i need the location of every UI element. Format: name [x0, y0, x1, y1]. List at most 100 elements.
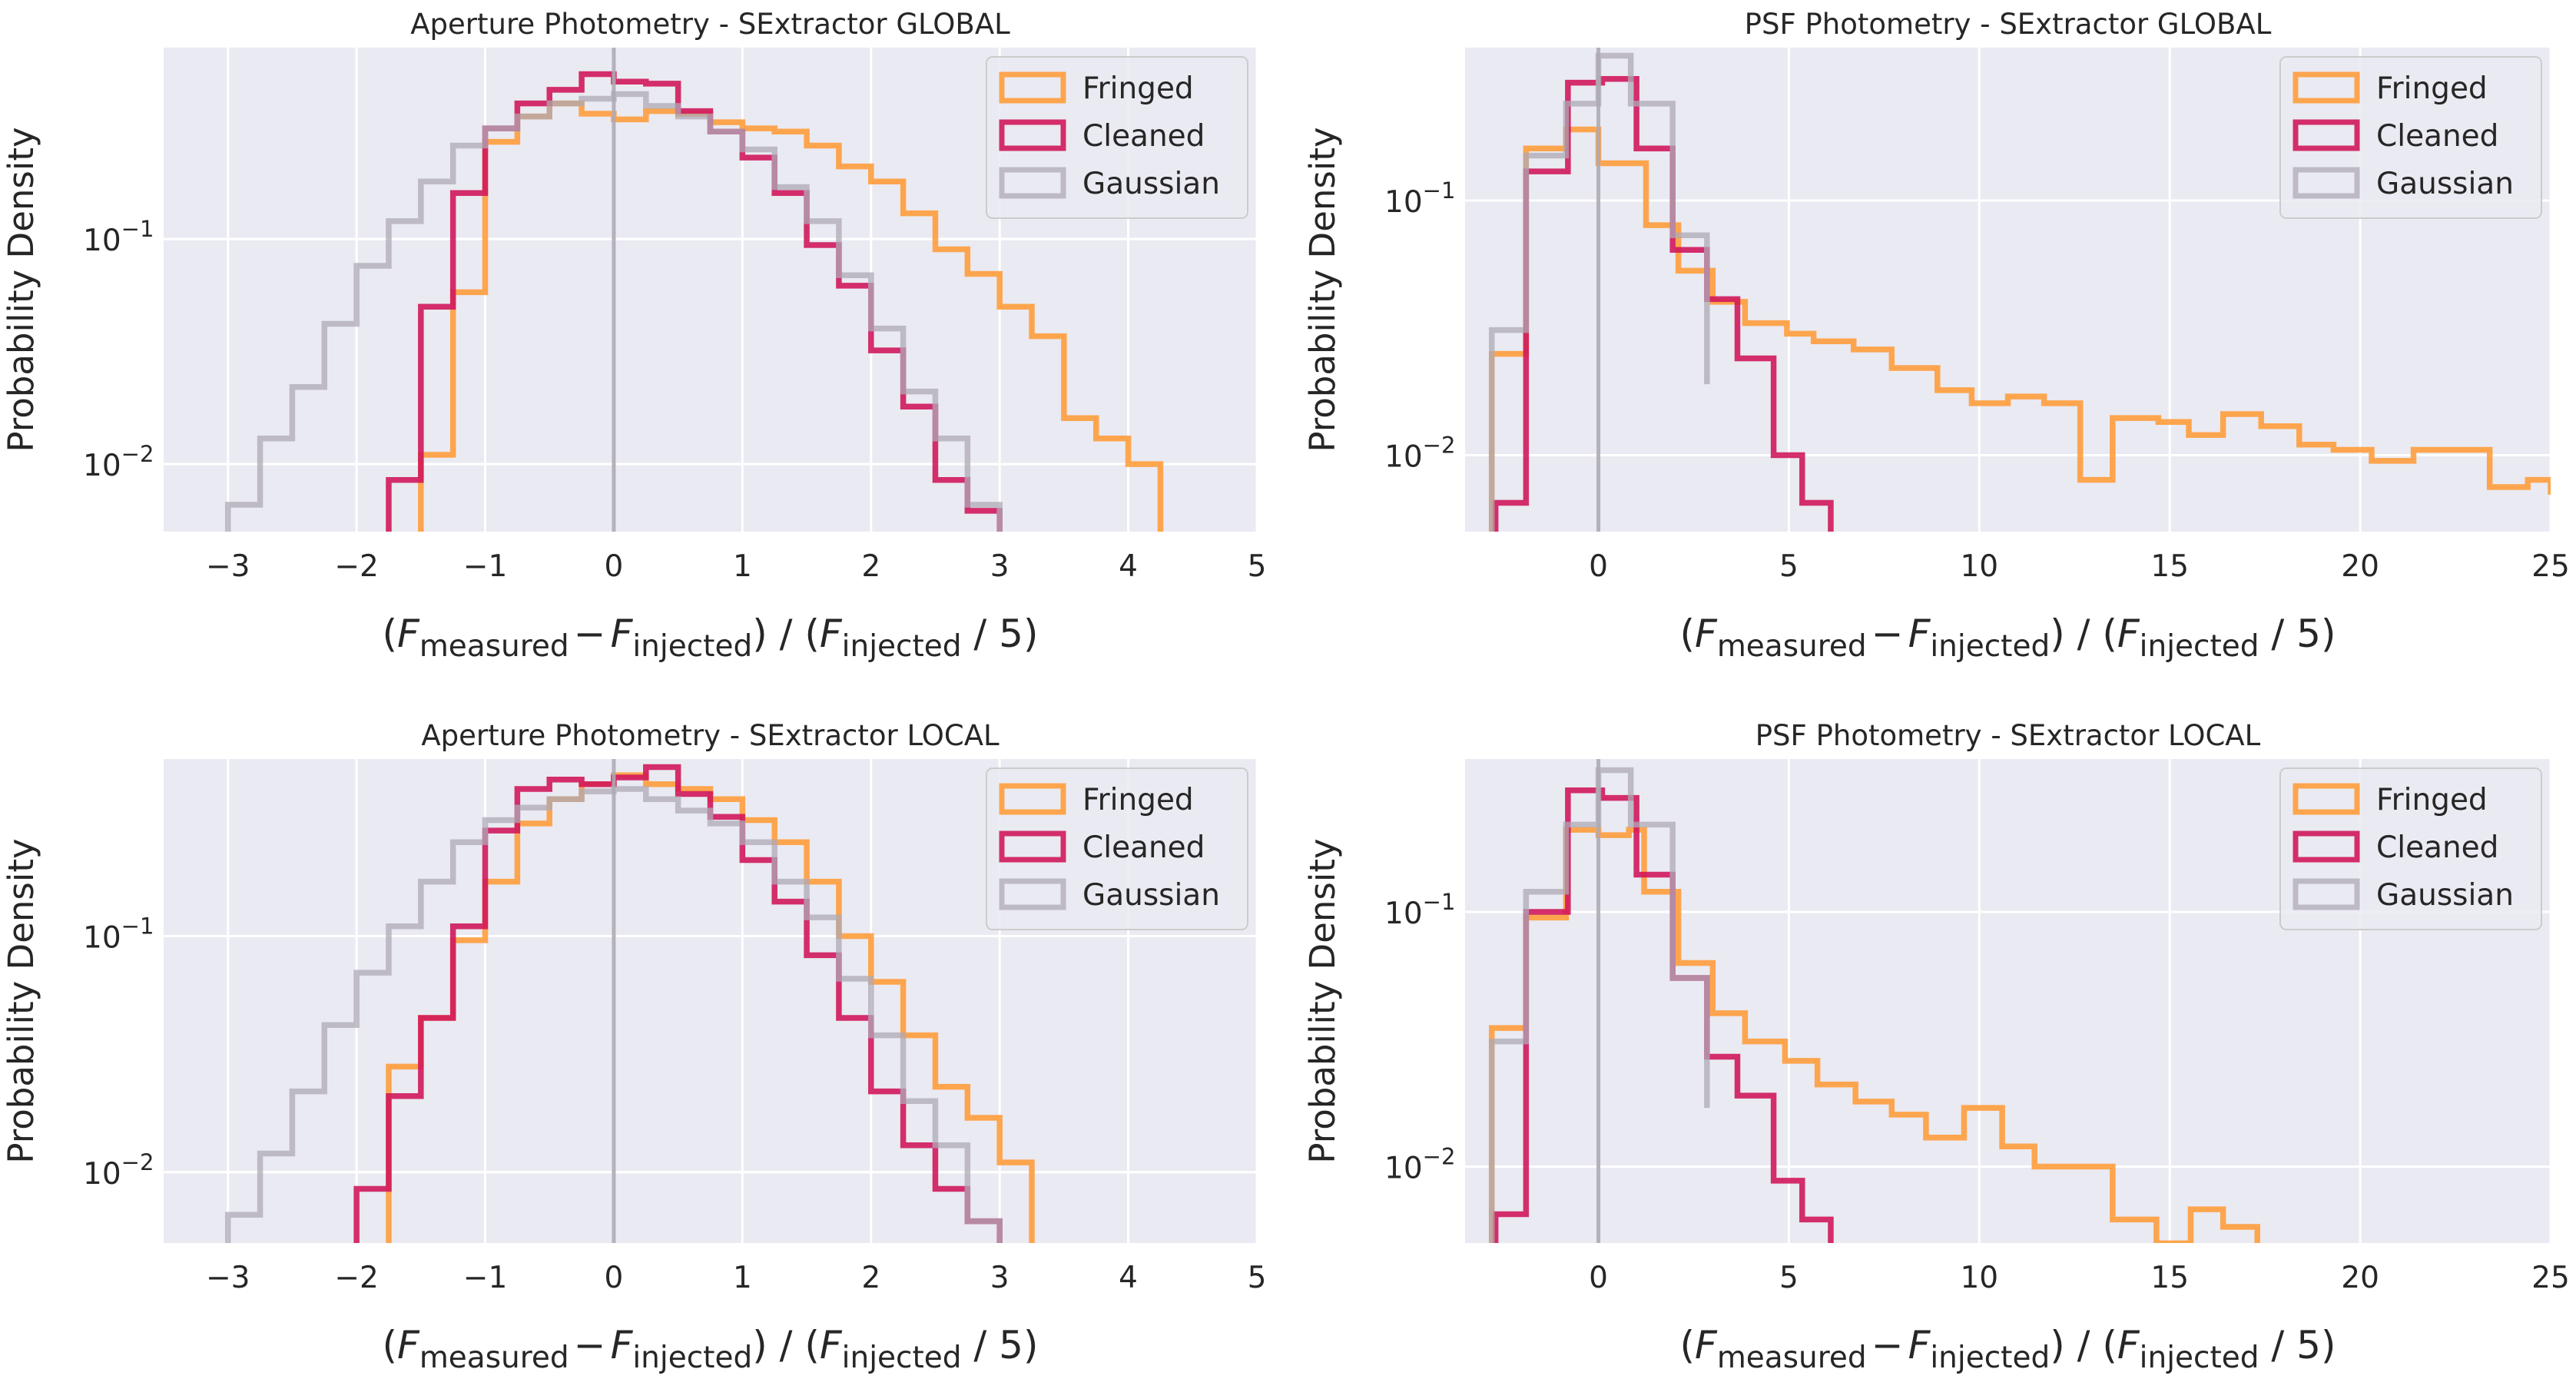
x-tick-label: −1: [463, 1261, 508, 1295]
y-axis-label: Probability Density: [1, 127, 41, 452]
y-tick-label: 10−1: [83, 913, 154, 955]
x-tick-label: −2: [334, 1261, 379, 1295]
x-tick-label: 5: [1248, 1261, 1267, 1295]
xlabel-minus: −: [574, 1323, 606, 1367]
xlabel-F-injected: F: [611, 612, 634, 656]
series-fringed-step: [1488, 126, 2551, 532]
x-tick-label: 10: [1960, 549, 1998, 584]
legend-swatch-gaussian: [999, 878, 1066, 910]
x-tick-label: 0: [605, 1261, 624, 1295]
y-tick-label: 10−2: [1384, 433, 1455, 475]
y-tick-label: 10−2: [83, 441, 154, 483]
x-tick-label: −2: [334, 549, 379, 584]
xlabel-minus: −: [1871, 1323, 1904, 1367]
x-tick-label: 20: [2341, 1261, 2379, 1295]
xlabel-F-injected: F: [1908, 612, 1931, 656]
y-axis-label: Probability Density: [1, 838, 41, 1163]
xlabel-tail: / 5): [2259, 612, 2336, 656]
y-tick-exponent: −2: [121, 441, 154, 467]
subplot-2: PSF Photometry - SExtractor GLOBAL 0 5 10 15…: [1302, 8, 2570, 664]
xlabel-separator: ) / (: [2050, 612, 2117, 656]
subplot-title: Aperture Photometry - SExtractor GLOBAL: [410, 8, 1010, 41]
legend-swatch-gaussian: [999, 167, 1066, 199]
xlabel-open-paren: (: [383, 612, 398, 656]
xlabel-F-injected-2: F: [820, 1323, 843, 1367]
xlabel-sub-injected-2: injected: [842, 1341, 962, 1375]
subplot-1: Aperture Photometry - SExtractor GLOBAL −…: [1, 8, 1266, 664]
legend: Fringed Cleaned Gaussian: [986, 56, 1248, 219]
xlabel-separator: ) / (: [752, 612, 820, 656]
x-tick-label: 10: [1960, 1261, 1998, 1295]
xlabel-tail: / 5): [2259, 1323, 2336, 1367]
x-tick-label: 20: [2341, 549, 2379, 584]
xlabel-tail: / 5): [962, 612, 1039, 656]
x-tick-label: 3: [990, 549, 1010, 584]
subplot-4: PSF Photometry - SExtractor LOCAL 0 5 10 15 2…: [1302, 719, 2570, 1375]
legend-frame: [986, 767, 1248, 930]
y-tick-exponent: −1: [121, 216, 154, 242]
x-tick-label: 5: [1779, 549, 1799, 584]
series-group: [1488, 759, 2260, 1243]
y-tick-base: 10: [83, 1157, 121, 1192]
y-tick-exponent: −2: [1423, 1144, 1456, 1170]
x-axis-label: (Fmeasured − Finjected) / (Finjected / 5): [383, 612, 1039, 664]
y-tick-label: 10−2: [83, 1149, 154, 1192]
x-tick-label: 15: [2150, 549, 2189, 584]
legend-swatch-gaussian: [2293, 167, 2360, 199]
legend-label-fringed: Fringed: [2376, 71, 2488, 106]
legend: Fringed Cleaned Gaussian: [2279, 767, 2542, 930]
x-axis-label: (Fmeasured − Finjected) / (Finjected / 5): [1680, 1323, 2336, 1375]
xlabel-separator: ) / (: [2050, 1323, 2117, 1367]
y-tick-label: 10−1: [1384, 889, 1455, 931]
xlabel-tail: / 5): [962, 1323, 1039, 1367]
y-axis-label: Probability Density: [1302, 127, 1343, 452]
y-tick-exponent: −1: [1423, 177, 1456, 204]
legend: Fringed Cleaned Gaussian: [2279, 56, 2542, 219]
series-group: [224, 759, 1035, 1243]
legend-label-fringed: Fringed: [1082, 783, 1194, 817]
legend-swatch-fringed: [2293, 783, 2360, 815]
y-tick-label: 10−1: [83, 216, 154, 258]
x-tick-label: 0: [605, 549, 624, 584]
subplot-title: Aperture Photometry - SExtractor LOCAL: [421, 719, 1000, 752]
y-tick-base: 10: [83, 224, 121, 258]
xlabel-F-injected-2: F: [2117, 1323, 2140, 1367]
y-tick-base: 10: [83, 449, 121, 483]
legend-swatch-cleaned: [2293, 830, 2360, 863]
xlabel-sub-injected-2: injected: [2140, 1341, 2259, 1375]
legend-label-gaussian: Gaussian: [2376, 167, 2514, 201]
legend-label-cleaned: Cleaned: [1082, 119, 1205, 154]
xlabel-F-injected-2: F: [2117, 612, 2140, 656]
y-tick-exponent: −1: [121, 913, 154, 939]
legend: Fringed Cleaned Gaussian: [986, 767, 1248, 930]
x-tick-label: 2: [861, 1261, 880, 1295]
xlabel-sub-injected: injected: [632, 1341, 752, 1375]
x-tick-label: 4: [1119, 1261, 1138, 1295]
subplot-title: PSF Photometry - SExtractor LOCAL: [1755, 719, 2261, 752]
xlabel-open-paren: (: [1680, 612, 1696, 656]
x-axis-label: (Fmeasured − Finjected) / (Finjected / 5): [383, 1323, 1039, 1375]
xlabel-F-injected: F: [1908, 1323, 1931, 1367]
series-group: [1488, 48, 2551, 532]
legend-label-cleaned: Cleaned: [2376, 830, 2498, 865]
legend-frame: [2279, 56, 2542, 219]
legend-swatch-cleaned: [2293, 119, 2360, 151]
x-tick-label: 0: [1589, 1261, 1608, 1295]
x-tick-label: 15: [2150, 1261, 2189, 1295]
x-tick-label: 25: [2531, 1261, 2570, 1295]
xlabel-separator: ) / (: [752, 1323, 820, 1367]
y-tick-exponent: −2: [121, 1149, 154, 1175]
y-tick-exponent: −2: [1423, 433, 1456, 459]
subplot-title: PSF Photometry - SExtractor GLOBAL: [1745, 8, 2272, 41]
subplot-3: Aperture Photometry - SExtractor LOCAL−3…: [1, 719, 1266, 1375]
xlabel-sub-measured: measured: [419, 1341, 569, 1375]
x-tick-label: 5: [1779, 1261, 1799, 1295]
x-tick-label: 0: [1589, 549, 1608, 584]
xlabel-F-injected: F: [611, 1323, 634, 1367]
legend-swatch-cleaned: [999, 119, 1066, 151]
y-tick-base: 10: [1384, 897, 1423, 931]
xlabel-F-injected-2: F: [820, 612, 843, 656]
legend-frame: [986, 56, 1248, 219]
legend-label-cleaned: Cleaned: [1082, 830, 1205, 865]
